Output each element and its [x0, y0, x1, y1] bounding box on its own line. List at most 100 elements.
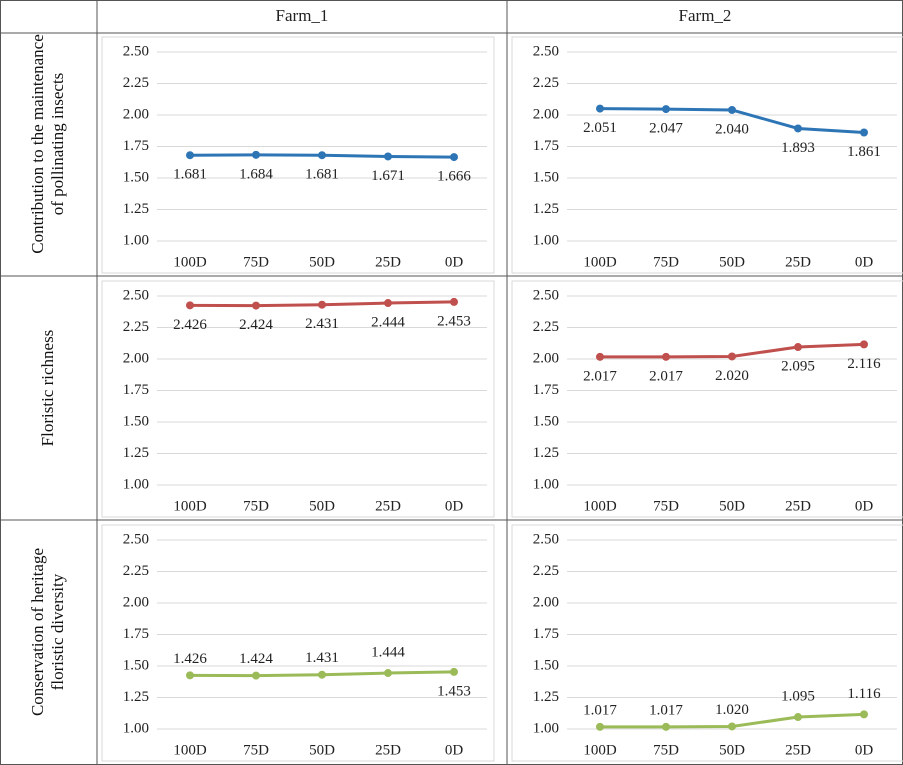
- x-tick-label: 100D: [173, 254, 207, 270]
- data-point: [596, 104, 604, 113]
- x-tick-label: 25D: [785, 498, 811, 514]
- panel-border: [511, 36, 903, 274]
- data-label: 2.431: [305, 316, 339, 332]
- y-tick-label: 2.00: [123, 106, 149, 122]
- data-label: 2.040: [715, 121, 749, 137]
- row-label: Contribution to the maintenance of polli…: [28, 34, 67, 254]
- data-label: 2.424: [239, 317, 273, 333]
- data-point: [252, 150, 260, 159]
- y-tick-label: 2.25: [533, 319, 559, 335]
- data-point: [318, 300, 326, 309]
- y-tick-label: 1.25: [123, 201, 149, 217]
- y-tick-label: 1.00: [533, 232, 559, 248]
- y-tick-label: 2.50: [533, 43, 559, 59]
- data-label: 1.017: [583, 702, 617, 718]
- data-label: 1.020: [715, 702, 749, 718]
- data-point: [186, 151, 194, 160]
- x-tick-label: 75D: [243, 254, 269, 270]
- x-tick-label: 100D: [583, 498, 617, 514]
- x-tick-label: 50D: [719, 498, 745, 514]
- data-point: [662, 352, 670, 361]
- y-tick-label: 1.25: [123, 445, 149, 461]
- y-tick-label: 2.00: [533, 106, 559, 122]
- y-tick-label: 2.25: [123, 563, 149, 579]
- data-label: 1.116: [847, 686, 881, 702]
- data-point: [662, 105, 670, 114]
- data-point: [794, 713, 802, 722]
- y-tick-label: 1.75: [123, 382, 149, 398]
- data-point: [318, 670, 326, 679]
- y-tick-label: 1.25: [533, 445, 559, 461]
- x-tick-label: 25D: [785, 742, 811, 758]
- data-label: 1.684: [239, 166, 273, 182]
- data-point: [596, 722, 604, 731]
- data-point: [662, 722, 670, 731]
- data-label: 1.424: [239, 651, 273, 667]
- y-tick-label: 2.50: [533, 287, 559, 303]
- data-label: 1.893: [781, 140, 815, 156]
- panel-border: [101, 280, 495, 518]
- panel-border: [511, 280, 903, 518]
- y-tick-label: 1.50: [533, 413, 559, 429]
- y-tick-label: 2.00: [533, 594, 559, 610]
- y-tick-label: 1.25: [533, 689, 559, 705]
- x-tick-label: 25D: [375, 254, 401, 270]
- y-tick-label: 1.75: [123, 626, 149, 642]
- y-tick-label: 1.75: [533, 138, 559, 154]
- y-tick-label: 2.50: [123, 287, 149, 303]
- x-tick-label: 100D: [173, 742, 207, 758]
- y-tick-label: 2.25: [123, 75, 149, 91]
- data-label: 2.116: [847, 356, 881, 372]
- data-label: 2.095: [781, 358, 815, 374]
- y-tick-label: 1.50: [123, 169, 149, 185]
- x-tick-label: 0D: [445, 742, 464, 758]
- y-tick-label: 1.00: [123, 476, 149, 492]
- data-point: [252, 301, 260, 310]
- x-tick-label: 0D: [855, 498, 874, 514]
- data-point: [186, 671, 194, 680]
- data-label: 1.681: [305, 167, 339, 183]
- y-tick-label: 1.75: [123, 138, 149, 154]
- x-tick-label: 100D: [583, 742, 617, 758]
- data-label: 2.444: [371, 314, 405, 330]
- data-label: 1.666: [437, 169, 471, 185]
- y-tick-label: 2.25: [123, 319, 149, 335]
- data-point: [186, 301, 194, 310]
- y-tick-label: 1.50: [533, 169, 559, 185]
- y-tick-label: 1.00: [123, 720, 149, 736]
- data-point: [860, 128, 868, 137]
- data-point: [596, 352, 604, 361]
- y-tick-label: 1.25: [123, 689, 149, 705]
- data-label: 2.047: [649, 121, 683, 137]
- x-tick-label: 50D: [719, 254, 745, 270]
- panel-border: [101, 524, 495, 762]
- x-tick-label: 75D: [653, 742, 679, 758]
- x-tick-label: 50D: [309, 742, 335, 758]
- x-tick-label: 0D: [445, 498, 464, 514]
- data-point: [450, 297, 458, 306]
- data-label: 1.671: [371, 168, 405, 184]
- y-tick-label: 1.75: [533, 626, 559, 642]
- y-tick-label: 2.50: [123, 531, 149, 547]
- data-point: [728, 352, 736, 361]
- data-point: [728, 722, 736, 731]
- x-tick-label: 75D: [653, 254, 679, 270]
- x-tick-label: 25D: [375, 742, 401, 758]
- y-tick-label: 2.50: [533, 531, 559, 547]
- panel-border: [511, 524, 903, 762]
- x-tick-label: 100D: [583, 254, 617, 270]
- x-tick-label: 100D: [173, 498, 207, 514]
- y-tick-label: 2.00: [123, 594, 149, 610]
- data-label: 1.426: [173, 651, 207, 667]
- data-point: [728, 105, 736, 114]
- data-label: 2.426: [173, 317, 207, 333]
- data-label: 2.453: [437, 313, 471, 329]
- row-label: Conservation of heritage floristic diver…: [28, 547, 67, 717]
- column-header: Farm_2: [679, 6, 732, 25]
- data-point: [794, 343, 802, 352]
- y-tick-label: 1.50: [533, 657, 559, 673]
- data-label: 2.020: [715, 368, 749, 384]
- data-point: [384, 299, 392, 308]
- y-tick-label: 1.00: [533, 720, 559, 736]
